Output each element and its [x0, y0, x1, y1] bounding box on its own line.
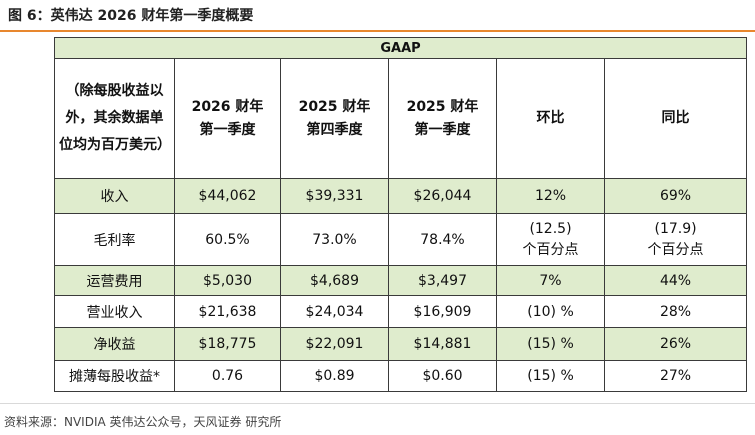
table-cell: (17.9) 个百分点 — [603, 213, 748, 266]
column-header-line2: 第一季度 — [199, 121, 256, 138]
table-row: 摊薄每股收益* 0.76 $0.89 $0.60 (15) % 27% — [54, 360, 748, 392]
figure-title: 图 6：英伟达 2026 财年第一季度概要 — [8, 8, 254, 24]
column-header-line1: 2025 财年 — [406, 98, 479, 115]
table-cell: 69% — [603, 178, 748, 214]
row-label: 营业收入 — [54, 295, 175, 328]
row-label: 运营费用 — [54, 265, 175, 296]
table-cell: (15) % — [496, 360, 605, 392]
table-cell: (12.5) 个百分点 — [496, 213, 605, 266]
table-cell: $22,091 — [280, 327, 389, 361]
table-row: 营业收入 $21,638 $24,034 $16,909 (10) % 28% — [54, 295, 748, 328]
table-cell: 78.4% — [388, 213, 497, 266]
table-cell: 7% — [496, 265, 605, 296]
table-cell: (15) % — [496, 327, 605, 361]
column-header: 2025 财年 第四季度 — [280, 58, 389, 179]
table-row: 收入 $44,062 $39,331 $26,044 12% 69% — [54, 178, 748, 214]
table-cell: $0.60 — [388, 360, 497, 392]
table-cell: $5,030 — [174, 265, 281, 296]
row-label: 摊薄每股收益* — [54, 360, 175, 392]
corner-label: （除每股收益以外，其余数据单位均为百万美元） — [54, 58, 175, 179]
table-cell: $26,044 — [388, 178, 497, 214]
table-cell: $39,331 — [280, 178, 389, 214]
table-cell: (10) % — [496, 295, 605, 328]
table-cell: 0.76 — [174, 360, 281, 392]
gaap-summary-table: GAAP （除每股收益以外，其余数据单位均为百万美元） 2026 财年 第一季度… — [53, 37, 748, 392]
column-header-line2: 第一季度 — [414, 121, 471, 138]
title-divider — [0, 30, 755, 32]
cell-unit: 个百分点 — [522, 241, 579, 258]
table-cell: 27% — [603, 360, 748, 392]
cell-value: (17.9) — [654, 220, 697, 237]
gaap-header: GAAP — [53, 37, 748, 59]
row-label: 毛利率 — [54, 213, 175, 266]
table-cell: 44% — [603, 265, 748, 296]
table-row: 运营费用 $5,030 $4,689 $3,497 7% 44% — [54, 265, 748, 296]
column-header-line1: 2026 财年 — [191, 98, 264, 115]
table-cell: $44,062 — [174, 178, 281, 214]
table-cell: $0.89 — [280, 360, 389, 392]
table-row: 毛利率 60.5% 73.0% 78.4% (12.5) 个百分点 (17.9)… — [54, 213, 748, 266]
table-cell: 12% — [496, 178, 605, 214]
table-cell: $21,638 — [174, 295, 281, 328]
row-label: 收入 — [54, 178, 175, 214]
table-cell: $16,909 — [388, 295, 497, 328]
column-header-qoq: 环比 — [496, 58, 605, 179]
source-note: 资料来源：NVIDIA 英伟达公众号，天风证券 研究所 — [4, 415, 282, 429]
table-cell: $18,775 — [174, 327, 281, 361]
table-cell: 26% — [603, 327, 748, 361]
column-header-line1: 2025 财年 — [298, 98, 371, 115]
table-cell: 73.0% — [280, 213, 389, 266]
column-header: 2025 财年 第一季度 — [388, 58, 497, 179]
table-cell: $3,497 — [388, 265, 497, 296]
column-header-line2: 第四季度 — [306, 121, 363, 138]
cell-unit: 个百分点 — [647, 241, 704, 258]
column-header: 2026 财年 第一季度 — [174, 58, 281, 179]
table-cell: 28% — [603, 295, 748, 328]
table-cell: $14,881 — [388, 327, 497, 361]
table-cell: 60.5% — [174, 213, 281, 266]
table-cell: $4,689 — [280, 265, 389, 296]
column-header-yoy: 同比 — [603, 58, 748, 179]
row-label: 净收益 — [54, 327, 175, 361]
cell-value: (12.5) — [529, 220, 572, 237]
table-row: 净收益 $18,775 $22,091 $14,881 (15) % 26% — [54, 327, 748, 361]
source-divider — [0, 403, 755, 404]
table-cell: $24,034 — [280, 295, 389, 328]
